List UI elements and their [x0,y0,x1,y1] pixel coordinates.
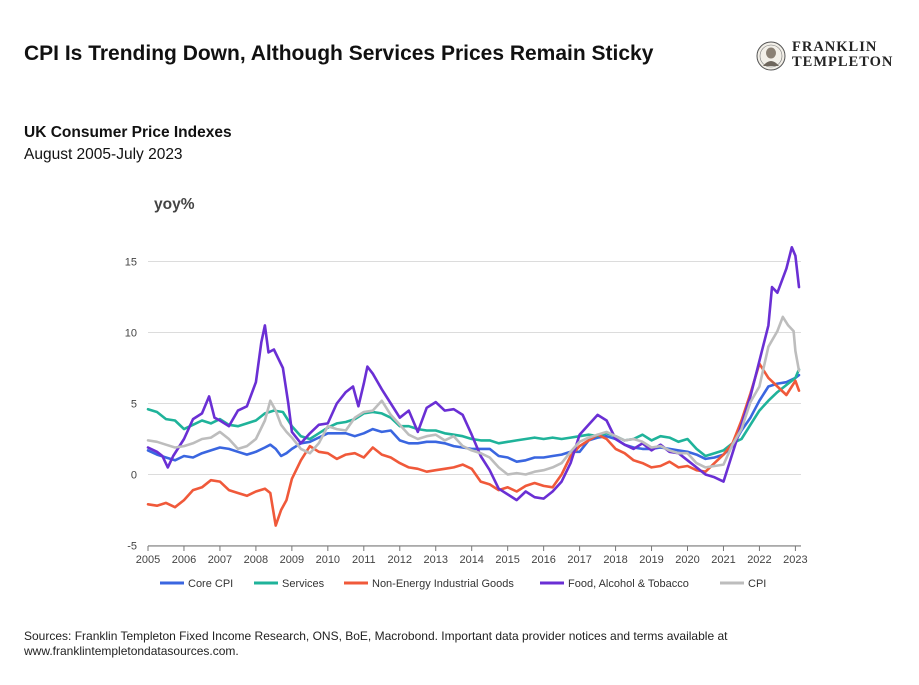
portrait-seal-icon [756,41,786,71]
x-tick-label: 2014 [459,554,483,566]
x-tick-label: 2005 [136,554,160,566]
logo-word-franklin: FRANKLIN [792,39,878,55]
chart-subtitle: UK Consumer Price Indexes [24,124,232,141]
x-tick-label: 2007 [208,554,232,566]
x-tick-label: 2018 [603,554,627,566]
y-axis-unit-label: yoy% [154,196,195,213]
x-tick-label: 2016 [531,554,555,566]
legend-label: Core CPI [188,578,233,590]
legend-label: Services [282,578,325,590]
x-tick-label: 2020 [675,554,699,566]
legend-label: Food, Alcohol & Tobacco [568,578,689,590]
y-tick-label: 5 [131,399,137,411]
legend-label: CPI [748,578,766,590]
x-tick-label: 2012 [388,554,412,566]
x-tick-label: 2011 [352,554,376,566]
series-lines [146,246,801,527]
series-line-core-cpi [146,373,801,463]
franklin-templeton-logo: FRANKLIN TEMPLETON [752,38,902,74]
series-line-services [146,368,801,458]
x-tick-label: 2010 [316,554,340,566]
gridlines [148,261,801,546]
date-range: August 2005-July 2023 [24,146,183,163]
y-tick-label: 10 [125,328,137,340]
x-tick-label: 2013 [423,554,447,566]
series-line-food-alcohol-tobacco [146,246,801,502]
x-tick-label: 2023 [783,554,807,566]
series-line-cpi [146,315,801,476]
legend-label: Non-Energy Industrial Goods [372,578,514,590]
x-tick-label: 2009 [280,554,304,566]
legend: Core CPI Services Non-Energy Industrial Go… [160,578,766,590]
x-tick-label: 2019 [639,554,663,566]
sources-note: Sources: Franklin Templeton Fixed Income… [24,629,728,658]
x-tick-label: 2006 [172,554,196,566]
y-tick-label: 0 [131,470,137,482]
x-tick-label: 2021 [711,554,735,566]
y-tick-label: -5 [127,541,137,553]
y-axis-ticks: -5 0 5 10 15 [125,257,137,553]
x-tick-label: 2008 [244,554,268,566]
x-tick-label: 2017 [567,554,591,566]
x-tick-label: 2015 [495,554,519,566]
chart-title: CPI Is Trending Down, Although Services … [24,42,654,65]
y-tick-label: 15 [125,257,137,269]
x-tick-label: 2022 [747,554,771,566]
x-axis: 2005 2006 2007 2008 2009 2010 2011 2012 2013 2014… [136,545,808,566]
logo-word-templeton: TEMPLETON [792,54,894,70]
series-line-non-energy-industrial-goods [146,362,801,527]
